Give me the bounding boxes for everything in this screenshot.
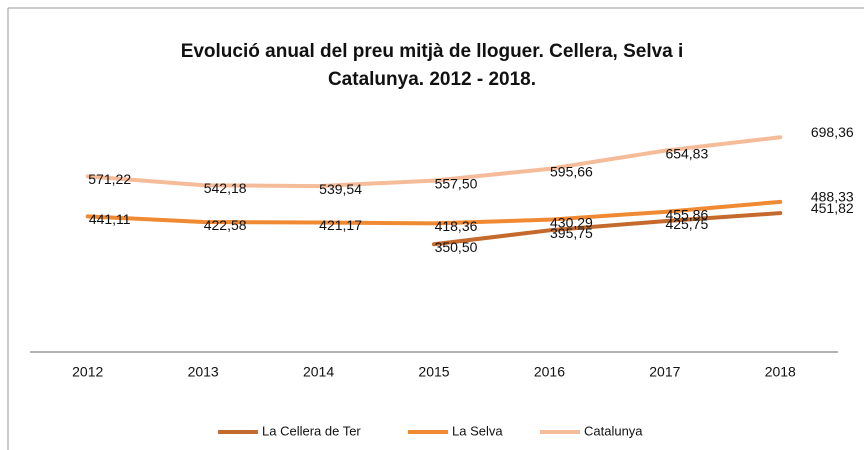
data-label: 557,50 (435, 175, 478, 191)
series-line (85, 199, 783, 226)
data-label: 350,50 (435, 239, 478, 255)
data-label: 425,75 (665, 216, 708, 232)
series-line (85, 135, 783, 189)
data-label: 698,36 (811, 124, 854, 140)
x-tick-label: 2015 (418, 364, 449, 380)
data-label: 488,33 (811, 189, 854, 205)
data-label: 422,58 (204, 217, 247, 233)
data-label: 539,54 (319, 181, 362, 197)
data-label: 421,17 (319, 217, 362, 233)
x-tick-label: 2016 (534, 364, 565, 380)
x-tick-label: 2014 (303, 364, 334, 380)
chart-title: Evolució anual del preu mitjà de lloguer… (181, 41, 684, 62)
data-label: 430,29 (550, 214, 593, 230)
data-label: 441,11 (89, 211, 131, 227)
data-label: 654,83 (665, 145, 708, 161)
x-tick-label: 2012 (72, 364, 103, 380)
legend-label: Catalunya (584, 423, 643, 438)
legend-label: La Cellera de Ter (262, 423, 361, 438)
data-label: 595,66 (550, 164, 593, 180)
chart-title: Catalunya. 2012 - 2018. (328, 69, 536, 90)
x-tick-label: 2017 (649, 364, 680, 380)
data-label: 418,36 (435, 218, 478, 234)
data-label: 451,82 (811, 200, 854, 216)
data-label: 455,86 (665, 207, 708, 223)
data-label: 542,18 (204, 180, 247, 196)
legend-label: La Selva (452, 423, 503, 438)
x-tick-label: 2013 (188, 364, 219, 380)
x-tick-label: 2018 (765, 364, 796, 380)
data-label: 395,75 (550, 225, 593, 241)
series-line (432, 211, 783, 247)
data-label: 571,22 (88, 171, 131, 187)
